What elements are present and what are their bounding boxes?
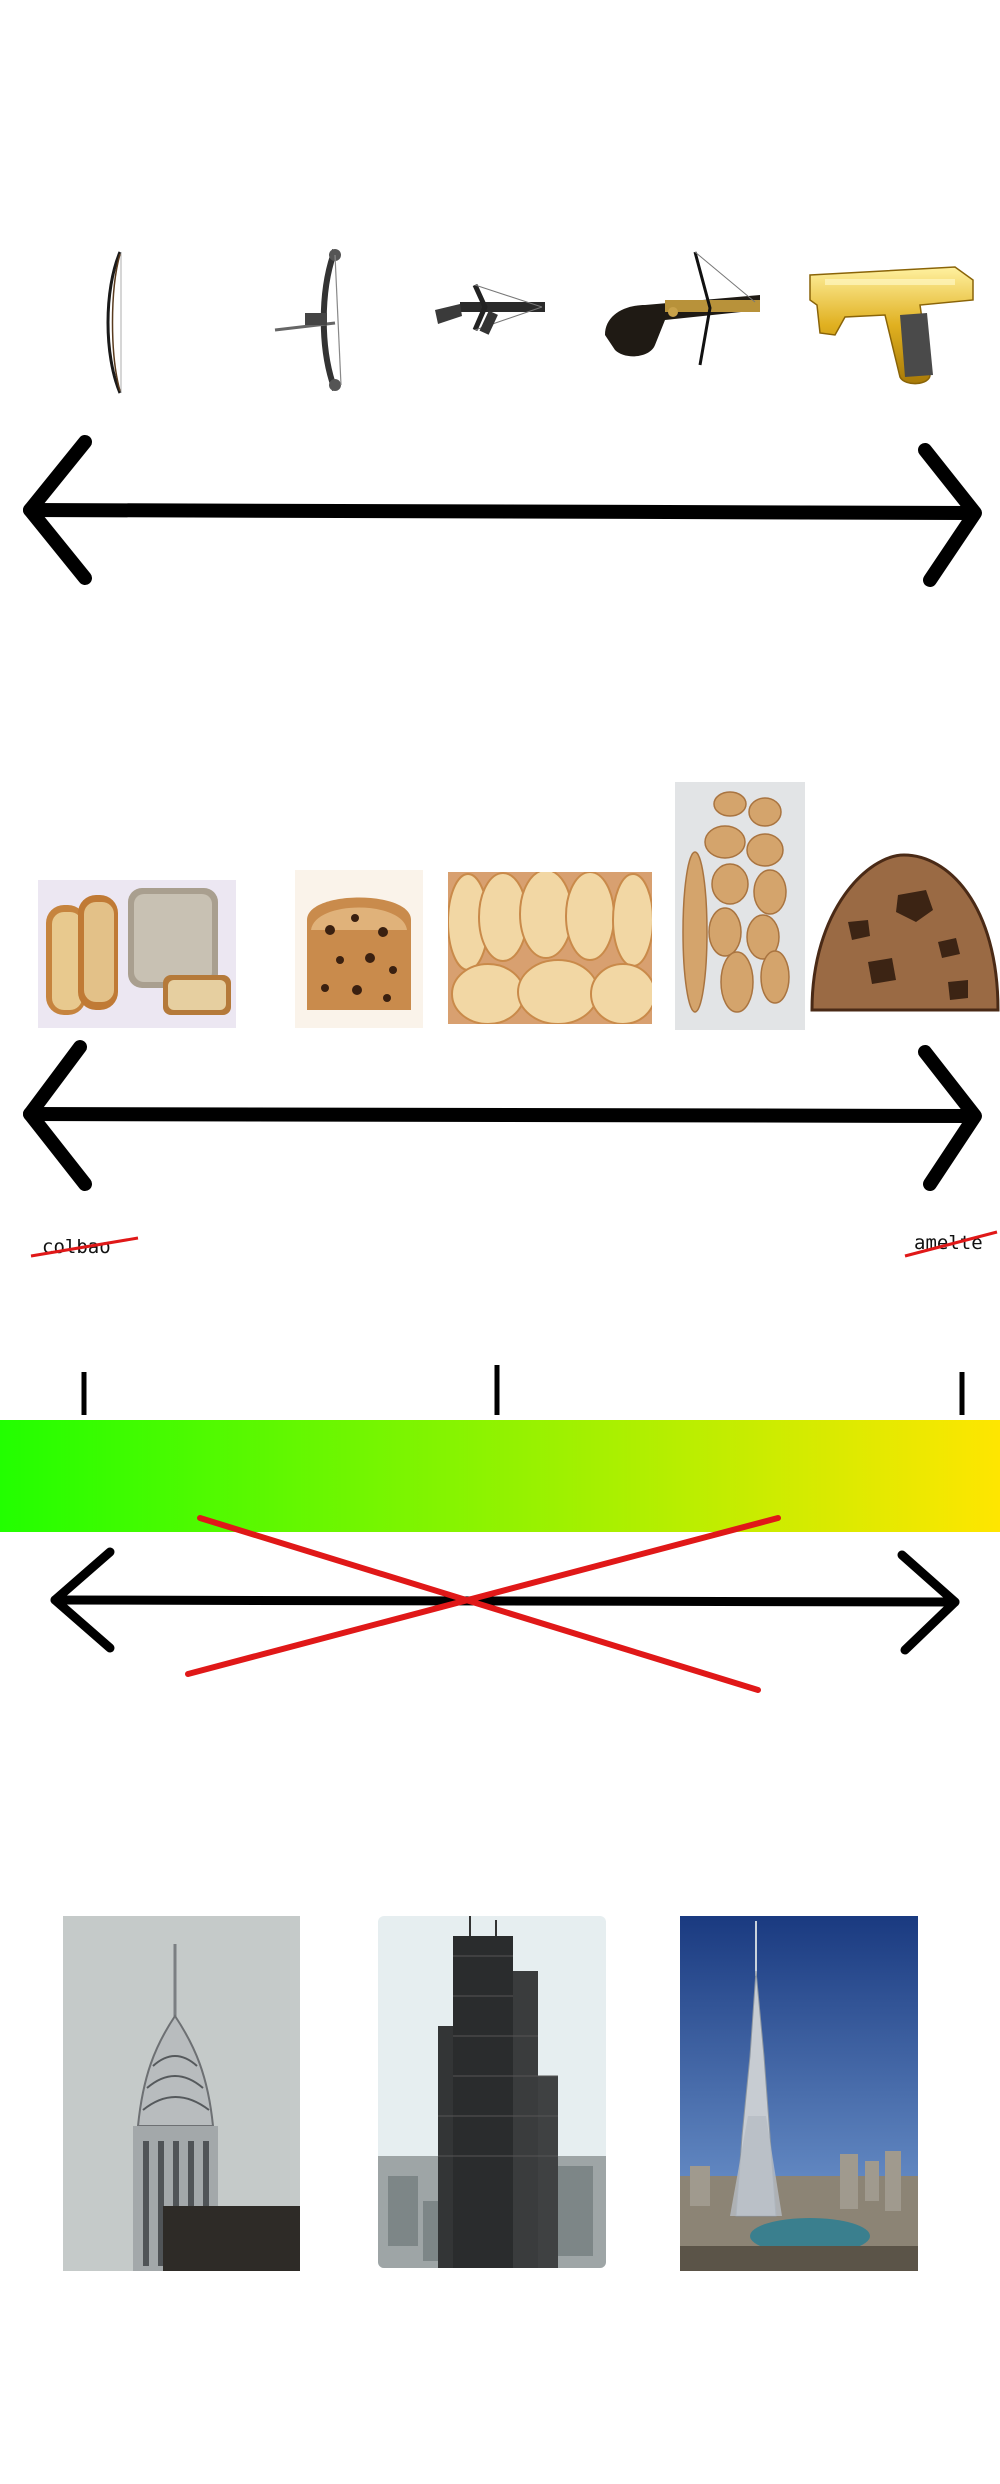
strike-line-1	[197, 1515, 761, 1693]
weapons-row	[0, 230, 1000, 400]
left-label-strike	[30, 1236, 139, 1258]
sliced-bread-image	[38, 880, 236, 1028]
double-arrow-2	[23, 1040, 982, 1191]
biscuits-image	[448, 872, 652, 1024]
crossbow-image	[435, 283, 545, 335]
burj-khalifa-image	[680, 1916, 918, 2271]
compound-bow-image	[274, 248, 342, 392]
quick-bread-loaf-image	[295, 870, 423, 1028]
gradient-scale	[0, 1365, 1000, 1693]
scale-arrow-left-head	[50, 1547, 115, 1653]
cookie-image	[808, 850, 1000, 1015]
longbow-image	[106, 251, 122, 394]
scale-arrow-right-head	[897, 1550, 960, 1655]
pistol-crossbow-image	[605, 251, 760, 366]
gradient-bar	[0, 1420, 1000, 1532]
right-label-strike	[904, 1230, 998, 1258]
strike-line-2	[185, 1515, 781, 1677]
scale-arrow-shaft	[50, 1595, 960, 1607]
chrysler-building-image	[63, 1916, 300, 2271]
golden-pistol-image	[809, 266, 974, 385]
willis-tower-image	[378, 1916, 606, 2268]
crackers-image	[675, 782, 805, 1030]
double-arrow-1	[23, 435, 982, 587]
